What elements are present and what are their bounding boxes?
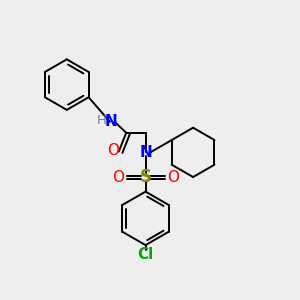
Text: Cl: Cl	[137, 247, 154, 262]
Text: H: H	[97, 114, 106, 127]
Text: O: O	[167, 170, 179, 185]
Text: S: S	[140, 168, 152, 186]
Text: O: O	[112, 170, 124, 185]
Text: O: O	[107, 143, 119, 158]
Text: N: N	[105, 114, 118, 129]
Text: N: N	[139, 145, 152, 160]
